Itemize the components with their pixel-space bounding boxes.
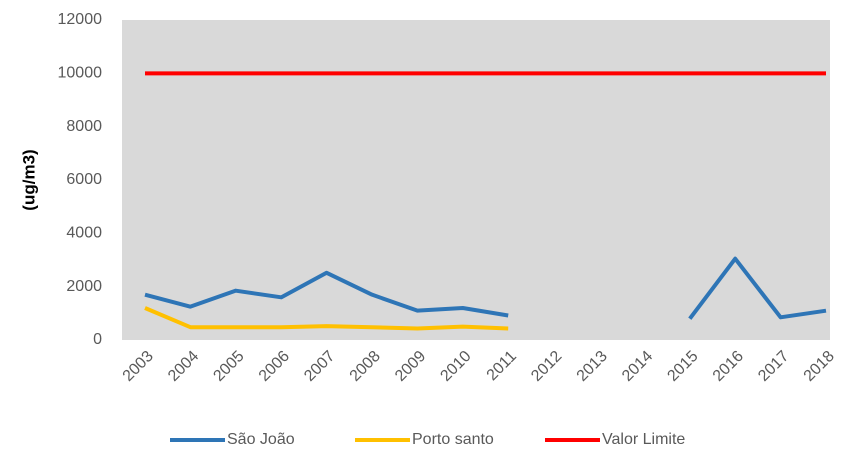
legend-label: Porto santo: [412, 431, 494, 448]
x-tick-label: 2003: [120, 348, 157, 385]
x-tick-label: 2007: [301, 348, 338, 385]
y-tick-label: 4000: [66, 225, 102, 242]
x-tick-label: 2015: [664, 348, 701, 385]
x-tick-label: 2008: [347, 348, 384, 385]
x-tick-label: 2004: [165, 348, 202, 385]
x-tick-label: 2005: [210, 348, 247, 385]
x-tick-label: 2014: [619, 348, 656, 385]
x-tick-label: 2011: [484, 348, 520, 384]
y-tick-label: 8000: [66, 118, 102, 135]
x-tick-label: 2018: [801, 348, 838, 385]
legend-label: São João: [227, 431, 295, 448]
y-tick-label: 6000: [66, 171, 102, 188]
y-tick-label: 12000: [58, 11, 103, 28]
y-axis-label: (ug/m3): [19, 149, 38, 210]
x-tick-label: 2013: [574, 348, 611, 385]
y-tick-label: 2000: [66, 278, 102, 295]
x-tick-label: 2006: [256, 348, 293, 385]
x-tick-label: 2017: [755, 348, 792, 385]
x-tick-label: 2010: [437, 348, 474, 385]
series-line: [144, 306, 509, 331]
x-tick-label: 2009: [392, 348, 429, 385]
legend-label: Valor Limite: [602, 431, 685, 448]
x-tick-label: 2012: [528, 348, 565, 385]
y-tick-label: 0: [93, 331, 102, 348]
y-tick-label: 10000: [58, 65, 103, 82]
x-tick-label: 2016: [710, 348, 747, 385]
series-line: [144, 256, 827, 320]
